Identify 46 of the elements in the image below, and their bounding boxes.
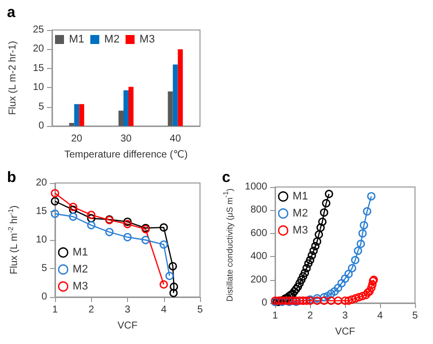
y-tick-label: 400 bbox=[250, 251, 268, 262]
y-tick-label: 10 bbox=[36, 234, 48, 246]
chart-title: b bbox=[7, 169, 16, 186]
x-tick-label: 3 bbox=[124, 304, 131, 316]
legend-label: M3 bbox=[292, 224, 308, 236]
x-tick-label: 4 bbox=[160, 304, 167, 316]
x-axis-title: VCF bbox=[335, 326, 356, 338]
legend-label: M1 bbox=[72, 246, 88, 258]
y-tick-label: 25 bbox=[32, 24, 44, 36]
y-axis-title: Flux (L m-2 hr-1) bbox=[8, 40, 18, 116]
x-tick-label: 4 bbox=[377, 310, 384, 322]
legend-label: M2 bbox=[72, 264, 88, 276]
x-tick-label: 2 bbox=[88, 304, 94, 316]
x-tick-label: 30 bbox=[120, 134, 132, 144]
y-tick-label: 5 bbox=[38, 101, 44, 112]
legend-label: M1 bbox=[69, 34, 84, 46]
y-tick-label: 10 bbox=[32, 82, 44, 94]
y-tick-label: 0 bbox=[41, 292, 48, 302]
legend-label: M3 bbox=[72, 280, 88, 292]
y-tick-label: 20 bbox=[32, 44, 44, 55]
y-tick-label: 20 bbox=[36, 178, 48, 188]
y-tick-label: 5 bbox=[41, 263, 48, 274]
y-tick-label: 1000 bbox=[244, 182, 268, 192]
x-tick-label: 1 bbox=[52, 304, 58, 316]
y-tick-label: 15 bbox=[36, 206, 48, 217]
chart-title: c bbox=[222, 169, 230, 186]
legend-label: M1 bbox=[292, 190, 308, 202]
x-axis-title: VCF bbox=[118, 320, 138, 332]
y-tick-label: 200 bbox=[250, 274, 268, 286]
x-tick-label: 1 bbox=[272, 310, 278, 322]
legend-label: M2 bbox=[292, 208, 308, 220]
y-tick-label: 15 bbox=[32, 62, 44, 74]
x-tick-label: 5 bbox=[197, 304, 204, 316]
y-tick-label: 600 bbox=[250, 228, 268, 239]
y-tick-label: 0 bbox=[38, 120, 44, 132]
y-tick-label: 0 bbox=[262, 298, 268, 308]
x-tick-label: 20 bbox=[71, 134, 83, 144]
x-tick-label: 3 bbox=[342, 310, 348, 322]
x-tick-label: 40 bbox=[170, 134, 182, 144]
y-tick-label: 800 bbox=[250, 204, 268, 216]
x-tick-label: 2 bbox=[307, 310, 314, 322]
chart-title: a bbox=[7, 4, 16, 21]
x-axis-title: Temperature difference (℃) bbox=[64, 150, 188, 160]
legend-label: M3 bbox=[140, 34, 155, 46]
x-tick-label: 5 bbox=[412, 310, 418, 322]
legend-label: M2 bbox=[104, 34, 120, 46]
